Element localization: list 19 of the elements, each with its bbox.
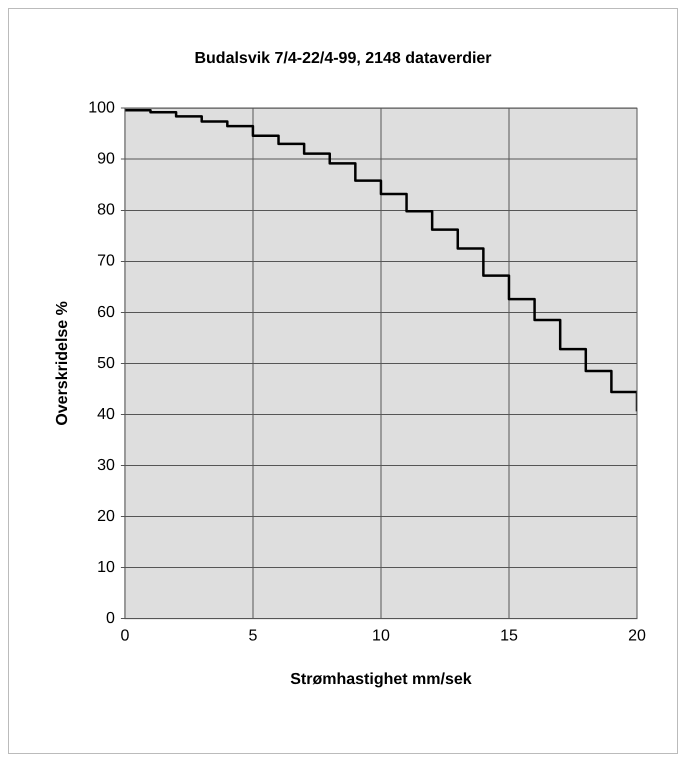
y-tick-label: 100 bbox=[88, 100, 115, 117]
y-tick-label: 30 bbox=[97, 456, 115, 474]
y-tick-label: 60 bbox=[97, 304, 115, 321]
y-tick-label: 80 bbox=[97, 202, 115, 219]
y-tick-label: 90 bbox=[97, 150, 115, 168]
x-axis-title: Strømhastighet mm/sek bbox=[290, 670, 472, 688]
x-tick-label: 5 bbox=[248, 628, 258, 645]
y-tick-label: 10 bbox=[97, 558, 115, 576]
y-tick-label: 40 bbox=[97, 406, 115, 423]
y-tick-label: 50 bbox=[97, 354, 115, 372]
x-tick-label: 20 bbox=[628, 628, 646, 645]
chart-title: Budalsvik 7/4-22/4-99, 2148 dataverdier bbox=[194, 50, 492, 68]
y-tick-label: 20 bbox=[97, 508, 115, 525]
y-tick-label: 0 bbox=[106, 610, 115, 628]
y-tick-label: 70 bbox=[97, 252, 115, 270]
x-tick-label: 0 bbox=[120, 628, 130, 645]
x-tick-label: 15 bbox=[500, 628, 518, 645]
y-axis-title: Overskridelse % bbox=[54, 301, 72, 426]
x-tick-label: 10 bbox=[372, 628, 390, 645]
